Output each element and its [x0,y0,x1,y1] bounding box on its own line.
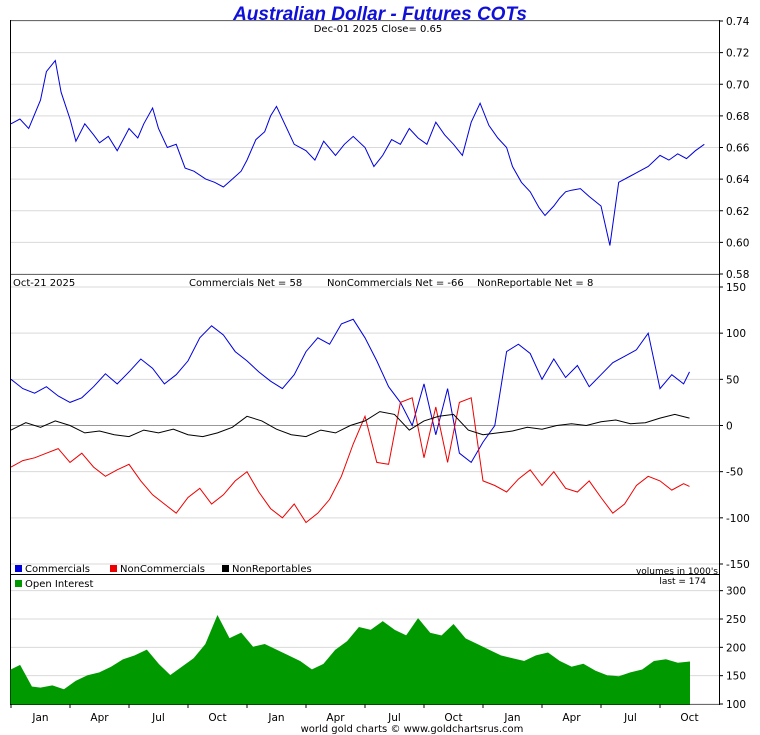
cot-grid [11,286,719,565]
y-tick-label: 100 [726,328,746,340]
legend-nonreportables: NonReportables [232,564,312,575]
x-tick-label: Jul [387,712,401,724]
y-tick-label: 0.72 [726,48,749,60]
price-info: Dec-01 2025 Close= 0.65 [314,24,443,35]
y-tick-label: 250 [726,614,746,626]
open-interest-area [10,615,690,705]
y-tick-label: 200 [726,642,746,654]
y-tick-label: 300 [726,586,746,598]
x-tick-label: Jul [151,712,165,724]
y-tick-label: 0.66 [726,143,750,155]
legend-swatch-nonreportables [222,565,229,572]
oi-y-axis: 300 250 200 150 100 [719,586,746,711]
x-tick-label: Jan [31,712,48,724]
price-line [10,59,705,246]
noncommercials-net: NonCommercials Net = -66 [327,278,464,289]
legend-swatch-commercials [15,565,22,572]
x-tick-label: Jan [267,712,284,724]
x-tick-label: Oct [680,712,698,724]
x-tick-label: Jul [623,712,637,724]
price-y-axis: 0.74 0.72 0.70 0.68 0.66 0.64 0.62 0.60 0.58 [719,16,750,281]
cot-y-axis: 150 100 50 0 -50 -100 -150 [719,282,750,571]
legend: Commercials NonCommercials NonReportable… [15,564,312,575]
price-series [10,59,705,246]
y-tick-label: 0.68 [726,111,749,123]
x-tick-label: Oct [444,712,462,724]
y-tick-label: 0.64 [726,174,750,186]
y-tick-label: 50 [726,374,739,386]
y-tick-label: -100 [726,513,750,525]
y-tick-label: 100 [726,699,746,711]
legend-swatch-open-interest [15,580,22,587]
cot-date: Oct-21 2025 [13,278,75,289]
x-tick-label: Apr [90,712,109,724]
price-grid [11,20,719,275]
footer-credit: world gold charts © www.goldchartsrus.co… [301,724,524,735]
volumes-note: volumes in 1000's [636,567,718,577]
nonreportables-line [10,411,690,438]
legend-open-interest: Open Interest [25,579,94,590]
y-tick-label: 150 [726,671,746,683]
nonreportable-net: NonReportable Net = 8 [477,278,593,289]
cot-panel [10,274,720,575]
commercials-net: Commercials Net = 58 [189,278,302,289]
legend-swatch-noncommercials [110,565,117,572]
chart-title: Australian Dollar - Futures COTs [232,4,527,25]
x-tick-label: Oct [208,712,226,724]
y-tick-label: 0.60 [726,237,749,249]
legend-noncommercials: NonCommercials [120,564,205,575]
y-tick-label: 0.62 [726,206,749,218]
y-tick-label: -50 [726,467,743,479]
y-tick-label: 0.74 [726,16,750,28]
x-tick-label: Jan [503,712,520,724]
oi-last: last = 174 [659,577,706,587]
y-tick-label: 0.58 [726,269,749,281]
oi-series [10,615,690,705]
commercials-line [10,318,690,464]
x-axis: Jan Apr Jul Oct Jan Apr Jul Oct Jan Apr Jul Oct [10,704,699,724]
y-tick-label: 0 [726,421,733,433]
noncommercials-line [10,397,690,524]
x-tick-label: Apr [562,712,581,724]
y-tick-label: -150 [726,559,750,571]
y-tick-label: 0.70 [726,79,749,91]
y-tick-label: 150 [726,282,746,294]
legend-commercials: Commercials [25,564,90,575]
cot-series [10,318,690,524]
x-tick-label: Apr [326,712,345,724]
